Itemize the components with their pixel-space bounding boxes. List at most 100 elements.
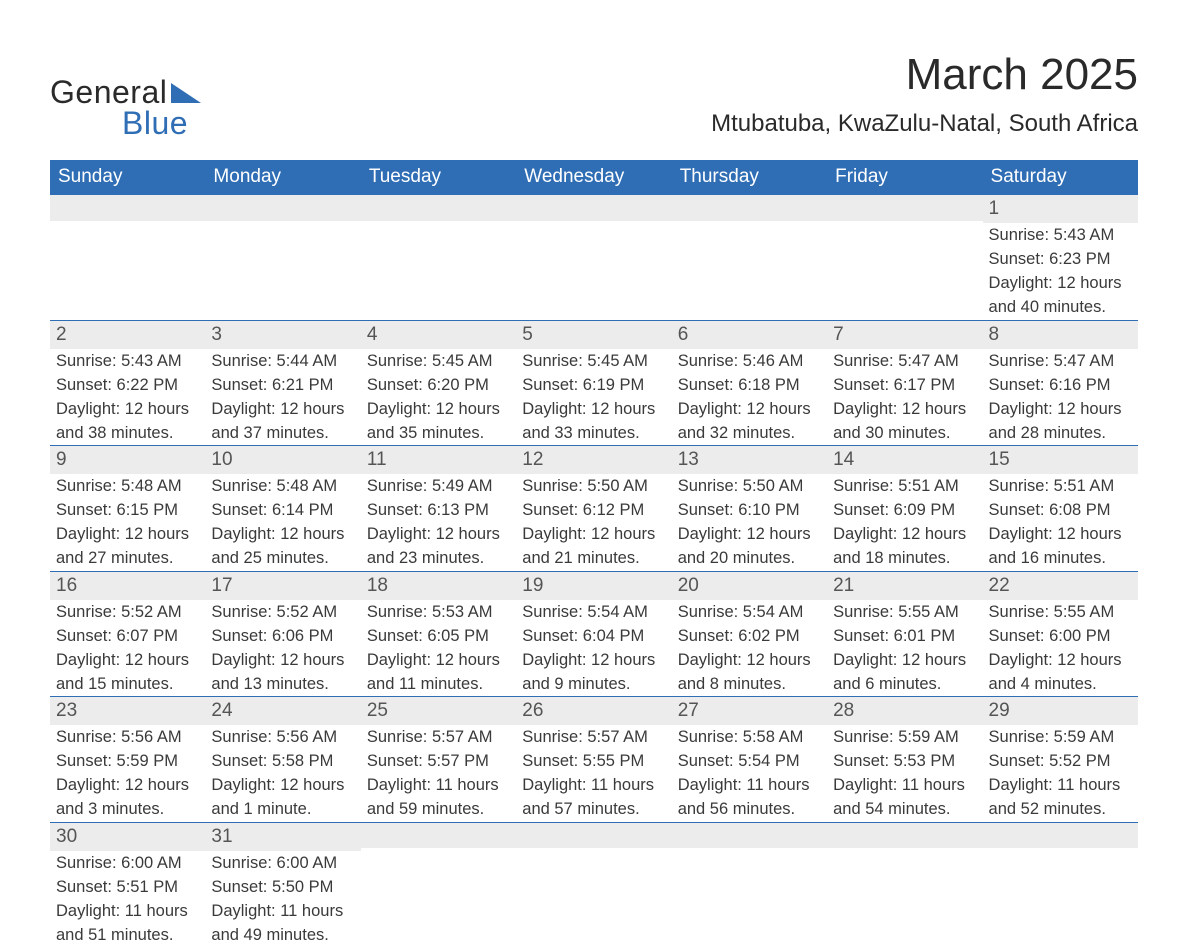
day-strip-cell: 29 (983, 696, 1138, 725)
day-content-cell: Sunrise: 5:59 AMSunset: 5:53 PMDaylight:… (827, 725, 982, 822)
daylight-text-2: and 1 minute. (205, 797, 360, 821)
sunrise-text: Sunrise: 5:45 AM (516, 349, 671, 373)
daylight-text-2: and 18 minutes. (827, 546, 982, 570)
daylight-text-1: Daylight: 12 hours (516, 397, 671, 421)
weekday-wednesday: Wednesday (516, 160, 671, 195)
sunrise-text: Sunrise: 5:50 AM (672, 474, 827, 498)
sunset-text: Sunset: 5:59 PM (50, 749, 205, 773)
daylight-text-1: Daylight: 12 hours (205, 648, 360, 672)
day-number: 13 (672, 446, 827, 474)
daylight-text-1: Daylight: 11 hours (205, 899, 360, 923)
daylight-text-2: and 9 minutes. (516, 672, 671, 696)
sunrise-text: Sunrise: 5:59 AM (827, 725, 982, 749)
daylight-text-2: and 40 minutes. (983, 295, 1138, 319)
day-strip-cell: 3 (205, 320, 360, 349)
sunset-text: Sunset: 5:58 PM (205, 749, 360, 773)
daylight-text-2: and 6 minutes. (827, 672, 982, 696)
daylight-text-2: and 23 minutes. (361, 546, 516, 570)
weekday-tuesday: Tuesday (361, 160, 516, 195)
sunset-text: Sunset: 5:50 PM (205, 875, 360, 899)
day-strip-cell: 9 (50, 445, 205, 474)
daylight-text-1: Daylight: 12 hours (516, 648, 671, 672)
daylight-text-1: Daylight: 11 hours (827, 773, 982, 797)
day-number: 7 (827, 321, 982, 349)
day-strip-cell: 14 (827, 445, 982, 474)
sunrise-text: Sunrise: 5:51 AM (827, 474, 982, 498)
day-number: 8 (983, 321, 1138, 349)
day-content-cell (983, 851, 1138, 947)
day-strip-cell: 20 (672, 571, 827, 600)
sunset-text: Sunset: 6:13 PM (361, 498, 516, 522)
daylight-text-2: and 38 minutes. (50, 421, 205, 445)
day-content-cell: Sunrise: 5:50 AMSunset: 6:10 PMDaylight:… (672, 474, 827, 571)
day-strip-cell: 8 (983, 320, 1138, 349)
daylight-text-1: Daylight: 11 hours (516, 773, 671, 797)
month-title: March 2025 (711, 50, 1138, 100)
day-content-cell (672, 223, 827, 320)
daylight-text-2: and 15 minutes. (50, 672, 205, 696)
weekday-friday: Friday (827, 160, 982, 195)
weekday-thursday: Thursday (672, 160, 827, 195)
calendar-header-row: Sunday Monday Tuesday Wednesday Thursday… (50, 160, 1138, 195)
daylight-text-1: Daylight: 12 hours (205, 397, 360, 421)
sunset-text: Sunset: 6:22 PM (50, 373, 205, 397)
day-strip-cell: 4 (361, 320, 516, 349)
day-strip-cell (361, 195, 516, 223)
daylight-text-1: Daylight: 12 hours (672, 648, 827, 672)
day-number: 1 (983, 195, 1138, 223)
day-strip-cell: 28 (827, 696, 982, 725)
daylight-text-1: Daylight: 12 hours (361, 522, 516, 546)
day-content-cell: Sunrise: 5:54 AMSunset: 6:04 PMDaylight:… (516, 600, 671, 697)
day-strip-cell (827, 195, 982, 223)
daylight-text-1: Daylight: 12 hours (50, 648, 205, 672)
title-block: March 2025 Mtubatuba, KwaZulu-Natal, Sou… (711, 50, 1138, 138)
sunrise-text: Sunrise: 5:47 AM (983, 349, 1138, 373)
logo-text-blue: Blue (122, 105, 188, 142)
sunset-text: Sunset: 6:08 PM (983, 498, 1138, 522)
day-strip-cell (983, 822, 1138, 851)
logo-triangle-icon (171, 79, 201, 108)
day-number: 14 (827, 446, 982, 474)
day-content-cell: Sunrise: 5:56 AMSunset: 5:59 PMDaylight:… (50, 725, 205, 822)
day-content-cell: Sunrise: 5:48 AMSunset: 6:15 PMDaylight:… (50, 474, 205, 571)
sunrise-text: Sunrise: 5:57 AM (516, 725, 671, 749)
day-strip-cell (672, 822, 827, 851)
day-number: 9 (50, 446, 205, 474)
day-content-cell: Sunrise: 5:47 AMSunset: 6:16 PMDaylight:… (983, 349, 1138, 446)
daylight-text-2: and 4 minutes. (983, 672, 1138, 696)
day-number: 27 (672, 697, 827, 725)
sunrise-text: Sunrise: 5:51 AM (983, 474, 1138, 498)
day-number: 28 (827, 697, 982, 725)
day-content-cell: Sunrise: 5:45 AMSunset: 6:20 PMDaylight:… (361, 349, 516, 446)
daylight-text-2: and 59 minutes. (361, 797, 516, 821)
day-number: 12 (516, 446, 671, 474)
daylight-text-1: Daylight: 12 hours (827, 648, 982, 672)
daylight-text-1: Daylight: 12 hours (672, 397, 827, 421)
day-content-cell: Sunrise: 5:55 AMSunset: 6:00 PMDaylight:… (983, 600, 1138, 697)
day-content-cell: Sunrise: 5:51 AMSunset: 6:09 PMDaylight:… (827, 474, 982, 571)
day-strip-cell: 5 (516, 320, 671, 349)
daylight-text-1: Daylight: 12 hours (516, 522, 671, 546)
day-strip-cell: 17 (205, 571, 360, 600)
day-strip-cell: 6 (672, 320, 827, 349)
sunrise-text: Sunrise: 6:00 AM (205, 851, 360, 875)
sunrise-text: Sunrise: 5:49 AM (361, 474, 516, 498)
day-content-cell: Sunrise: 5:54 AMSunset: 6:02 PMDaylight:… (672, 600, 827, 697)
sunrise-text: Sunrise: 5:54 AM (672, 600, 827, 624)
daylight-text-1: Daylight: 12 hours (361, 397, 516, 421)
sunrise-text: Sunrise: 5:44 AM (205, 349, 360, 373)
sunset-text: Sunset: 6:06 PM (205, 624, 360, 648)
day-content-cell: Sunrise: 5:48 AMSunset: 6:14 PMDaylight:… (205, 474, 360, 571)
daylight-text-1: Daylight: 12 hours (983, 522, 1138, 546)
header: General Blue March 2025 Mtubatuba, KwaZu… (50, 50, 1138, 142)
day-content-cell: Sunrise: 5:58 AMSunset: 5:54 PMDaylight:… (672, 725, 827, 822)
day-strip-cell (50, 195, 205, 223)
weekday-saturday: Saturday (983, 160, 1138, 195)
sunrise-text: Sunrise: 5:55 AM (827, 600, 982, 624)
sunset-text: Sunset: 5:51 PM (50, 875, 205, 899)
day-number: 16 (50, 572, 205, 600)
daylight-text-2: and 56 minutes. (672, 797, 827, 821)
day-strip-cell: 2 (50, 320, 205, 349)
sunrise-text: Sunrise: 5:45 AM (361, 349, 516, 373)
sunrise-text: Sunrise: 5:48 AM (205, 474, 360, 498)
